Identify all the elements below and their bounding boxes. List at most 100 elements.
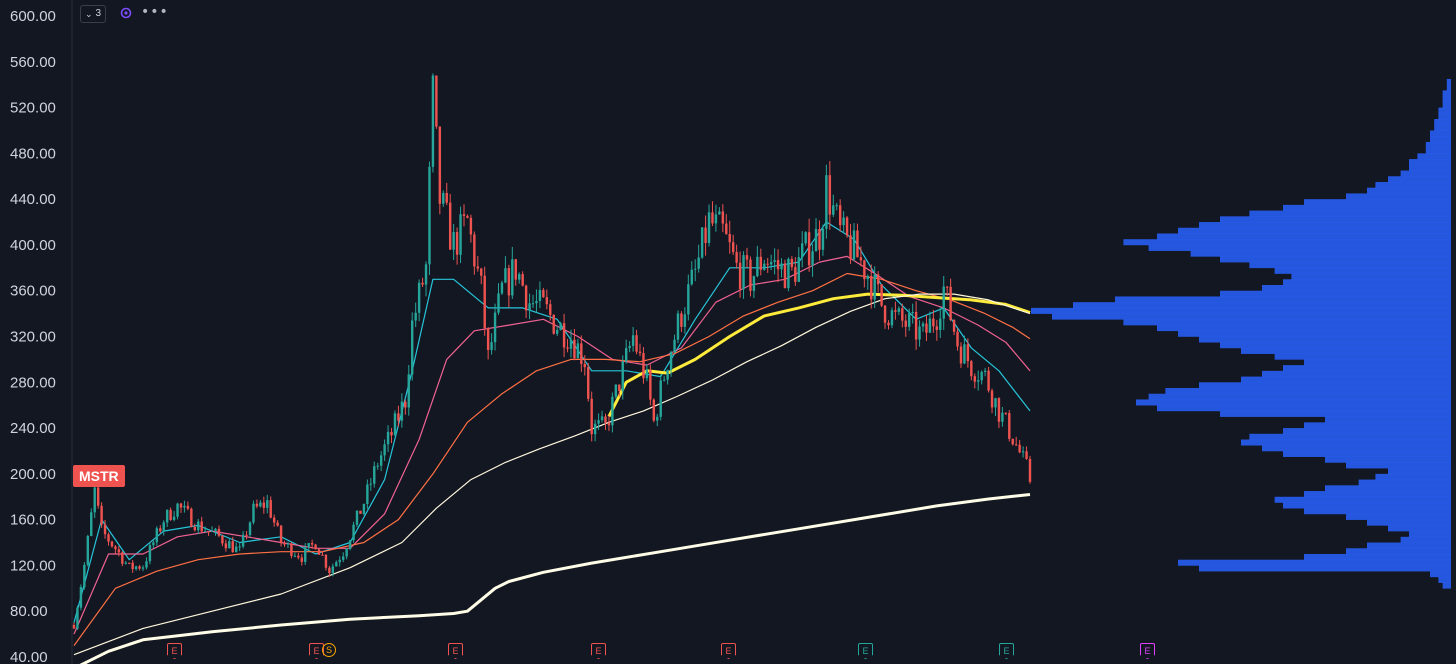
more-options-icon[interactable]: •••: [141, 4, 169, 20]
candle-body: [162, 522, 165, 532]
candle-body: [331, 566, 335, 574]
candle-body: [766, 263, 769, 265]
candle-body: [266, 500, 269, 508]
y-tick-label: 400.00: [10, 237, 56, 254]
candle-body: [876, 274, 880, 285]
volume-profile-bar: [1409, 159, 1451, 166]
earnings-event-icon[interactable]: E: [999, 643, 1014, 659]
indicator-icon[interactable]: [120, 7, 132, 19]
volume-profile-bar: [1425, 141, 1451, 148]
candle-body: [535, 300, 538, 304]
volume-profile-bar: [1367, 187, 1451, 194]
collapse-indicators-button[interactable]: ⌄ 3: [80, 5, 107, 23]
candle-body: [214, 528, 217, 531]
candle-body: [511, 259, 514, 296]
candle-body: [794, 267, 797, 282]
candle-body: [241, 534, 245, 547]
candle-body: [110, 541, 114, 547]
volume-profile-bar: [1430, 571, 1451, 578]
volume-profile-bar: [1358, 479, 1451, 486]
candle-body: [404, 401, 407, 408]
volume-profile-bar: [1283, 365, 1451, 372]
candle-body: [521, 274, 524, 286]
volume-profile-bar: [1190, 250, 1451, 257]
candle-body: [642, 353, 645, 379]
candle-body: [987, 370, 990, 391]
candle-body: [621, 361, 624, 392]
candle-body: [659, 380, 662, 417]
earnings-event-icon[interactable]: E: [167, 643, 182, 659]
candle-body: [383, 444, 386, 456]
volume-profile-bar: [1346, 462, 1451, 469]
volume-profile-bar: [1304, 359, 1451, 366]
candle-body: [359, 510, 362, 514]
candle-body: [825, 175, 828, 229]
candle-body: [566, 347, 569, 349]
volume-profile-bar: [1346, 548, 1451, 555]
volume-profile-bar: [1434, 119, 1451, 126]
candle-body: [373, 466, 376, 484]
earnings-event-icon[interactable]: E: [448, 643, 463, 659]
candle-body: [939, 318, 942, 330]
candle-body: [849, 235, 852, 260]
candle-body: [700, 227, 704, 258]
candle-body: [559, 323, 562, 331]
candle-body: [107, 534, 110, 542]
candle-body: [276, 522, 279, 526]
volume-profile-bar: [1304, 508, 1451, 515]
split-event-icon[interactable]: S: [322, 643, 336, 657]
candle-body: [262, 502, 266, 508]
candle-body: [1025, 451, 1028, 459]
candle-body: [431, 75, 435, 167]
candle-body: [587, 367, 590, 399]
candle-body: [725, 223, 728, 235]
candle-body: [321, 554, 324, 556]
candle-body: [507, 268, 511, 296]
candle-body: [79, 587, 83, 608]
candle-body: [911, 311, 914, 314]
candle-body: [445, 192, 448, 203]
candle-body: [801, 243, 804, 258]
candle-body: [994, 398, 997, 408]
moving-average-line: [73, 293, 1031, 656]
candle-body: [980, 371, 983, 381]
earnings-event-icon[interactable]: E: [721, 643, 736, 659]
earnings-event-icon[interactable]: E: [591, 643, 606, 659]
candle-body: [224, 543, 228, 549]
earnings-event-icon[interactable]: E: [858, 643, 873, 659]
candle-body: [1008, 413, 1011, 439]
volume-profile-bar: [1283, 450, 1451, 457]
ticker-badge: MSTR: [73, 465, 125, 487]
price-axis: 600.00 560.00 520.00 480.00 440.00 400.00 360.…: [10, 8, 56, 664]
volume-profile-bar: [1446, 84, 1451, 91]
candle-body: [887, 322, 890, 326]
candle-body: [759, 256, 763, 270]
candles: [72, 73, 1032, 631]
candle-body: [169, 509, 172, 520]
candle-body: [721, 211, 725, 224]
candle-body: [549, 304, 552, 315]
candle-body: [414, 312, 417, 321]
candle-body: [904, 320, 907, 327]
volume-profile-bar: [1274, 353, 1451, 360]
candle-body: [728, 234, 731, 243]
volume-profile-bar: [1400, 170, 1451, 177]
volume-profile-bar: [1346, 513, 1451, 520]
candle-body: [607, 422, 611, 426]
earnings-event-icon[interactable]: E: [1140, 643, 1155, 659]
candle-body: [221, 535, 224, 544]
candle-body: [366, 484, 369, 505]
candle-body: [676, 313, 680, 340]
candle-body: [190, 508, 193, 527]
candle-body: [473, 234, 476, 267]
candle-body: [210, 530, 214, 532]
candle-body: [711, 212, 714, 224]
candle-body: [600, 416, 604, 421]
y-tick-label: 480.00: [10, 145, 56, 162]
candle-body: [842, 217, 845, 226]
candle-body: [814, 229, 818, 252]
candle-body: [518, 274, 521, 280]
candle-body: [866, 276, 869, 280]
candle-body: [838, 205, 842, 226]
